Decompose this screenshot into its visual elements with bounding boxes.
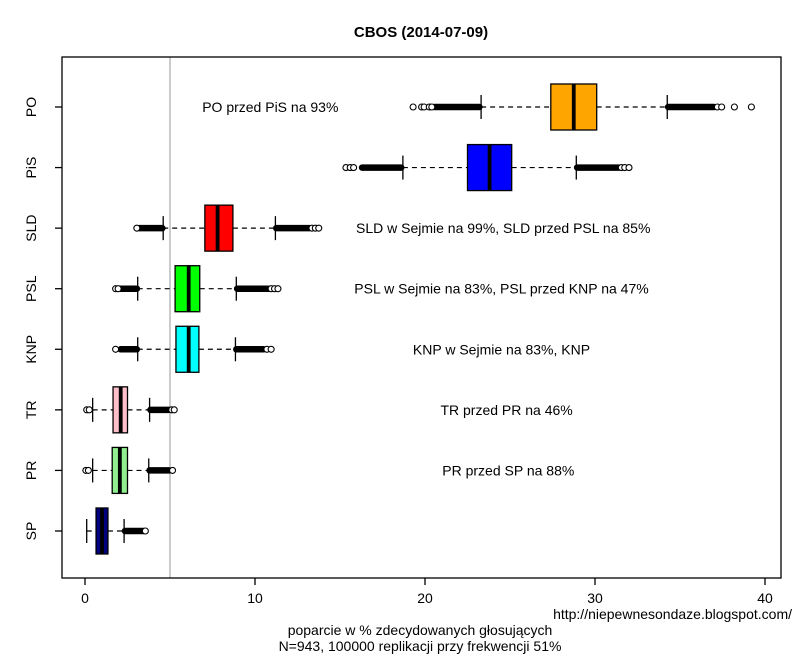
annotation-TR: TR przed PR na 46% [440,402,572,418]
outlier-point-PO [428,103,436,111]
footer-url: http://niepewnesondaze.blogspot.com/ [553,606,792,622]
outlier-point-PO [718,103,726,111]
y-axis-label-SLD: SLD [23,215,39,242]
x-axis-label-line2: N=943, 100000 replikacji przy frekwencji… [279,638,562,654]
y-axis-label-PSL: PSL [23,275,39,302]
outlier-point-KNP [112,345,120,353]
x-tick-label: 20 [417,590,433,606]
outlier-point-PO [730,103,738,111]
outlier-point-PiS [350,164,358,172]
y-axis-label-PO: PO [23,97,39,117]
annotation-PO: PO przed PiS na 93% [202,99,338,115]
y-axis-label-PR: PR [23,461,39,480]
chart-title: CBOS (2014-07-09) [354,24,488,41]
outlier-point-PO [747,103,755,111]
y-axis-label-PiS: PiS [23,157,39,179]
x-tick-label: 10 [247,590,263,606]
x-tick-label: 0 [81,590,89,606]
annotation-PR: PR przed SP na 88% [442,462,574,478]
outlier-point-PR [84,466,92,474]
y-axis-label-SP: SP [23,522,39,541]
plot-border [61,56,782,579]
annotation-SLD: SLD w Sejmie na 99%, SLD przed PSL na 85… [356,220,650,236]
outlier-point-PR [169,466,177,474]
annotation-PSL: PSL w Sejmie na 83%, PSL przed KNP na 47… [354,281,648,297]
y-axis-label-KNP: KNP [23,335,39,364]
outlier-point-SP [141,527,149,535]
annotation-KNP: KNP w Sejmie na 83%, KNP [413,341,590,357]
x-axis-label-line1: poparcie w % zdecydowanych głosujących [288,622,553,638]
outlier-point-PSL [114,285,122,293]
outlier-point-SLD [133,224,141,232]
outlier-point-PiS [625,164,633,172]
plot-area: 0 10 20 30 40 PO PO przed PiS na 93% PiS SLD SLD … [23,56,782,606]
x-tick-label: 40 [757,590,773,606]
outlier-point-TR [170,406,178,414]
outlier-point-PO [409,103,417,111]
outlier-point-PSL [274,285,282,293]
outlier-point-SLD [315,224,323,232]
outlier-point-TR [85,406,93,414]
outlier-point-KNP [267,345,275,353]
x-tick-label: 30 [587,590,603,606]
y-axis-label-TR: TR [23,401,39,420]
